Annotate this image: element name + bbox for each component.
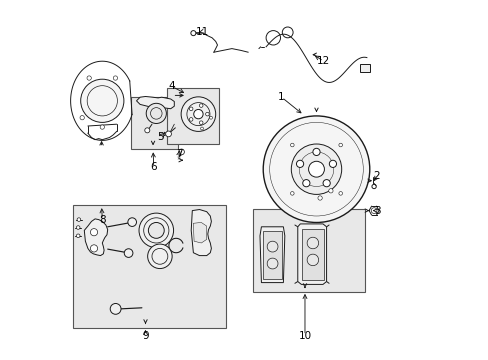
Circle shape xyxy=(147,244,172,269)
Circle shape xyxy=(76,234,80,238)
Polygon shape xyxy=(191,210,211,256)
Circle shape xyxy=(124,249,133,257)
Text: 10: 10 xyxy=(298,330,311,341)
Circle shape xyxy=(312,148,320,156)
Circle shape xyxy=(306,237,318,249)
Circle shape xyxy=(205,112,209,116)
Polygon shape xyxy=(193,222,206,243)
Circle shape xyxy=(181,97,215,131)
Circle shape xyxy=(338,192,342,195)
Circle shape xyxy=(266,241,277,252)
Polygon shape xyxy=(297,224,326,284)
Text: 2: 2 xyxy=(373,171,380,181)
Circle shape xyxy=(328,160,336,167)
Circle shape xyxy=(200,127,203,130)
Circle shape xyxy=(76,226,80,229)
Circle shape xyxy=(146,103,166,123)
Circle shape xyxy=(77,218,81,221)
Text: 5: 5 xyxy=(157,132,164,142)
Circle shape xyxy=(317,196,322,200)
Circle shape xyxy=(328,189,332,193)
Circle shape xyxy=(263,116,369,222)
Circle shape xyxy=(127,218,136,226)
Bar xyxy=(359,64,370,72)
Bar xyxy=(73,205,226,328)
Circle shape xyxy=(189,118,193,121)
Bar xyxy=(131,97,178,149)
Circle shape xyxy=(139,213,173,248)
Circle shape xyxy=(178,149,184,155)
Circle shape xyxy=(144,128,149,133)
Circle shape xyxy=(110,303,121,314)
Circle shape xyxy=(193,109,203,119)
Circle shape xyxy=(209,116,212,119)
Circle shape xyxy=(266,258,277,269)
Polygon shape xyxy=(302,229,323,280)
Circle shape xyxy=(90,245,98,252)
Polygon shape xyxy=(260,227,284,283)
Text: 12: 12 xyxy=(316,56,330,66)
Circle shape xyxy=(100,125,104,129)
Circle shape xyxy=(90,229,98,236)
Circle shape xyxy=(290,143,293,147)
Circle shape xyxy=(291,144,341,194)
Text: 4: 4 xyxy=(168,81,175,91)
Circle shape xyxy=(306,254,318,266)
Circle shape xyxy=(338,143,342,147)
Circle shape xyxy=(190,31,196,36)
Text: 3: 3 xyxy=(373,206,380,216)
Circle shape xyxy=(199,104,203,107)
Circle shape xyxy=(81,79,123,122)
Text: 7: 7 xyxy=(175,149,182,159)
Circle shape xyxy=(308,161,324,177)
Bar xyxy=(167,88,219,144)
Polygon shape xyxy=(262,231,282,279)
Circle shape xyxy=(323,180,329,187)
Bar xyxy=(253,209,365,292)
Circle shape xyxy=(189,107,193,111)
Text: 1: 1 xyxy=(278,92,285,102)
Text: 9: 9 xyxy=(142,330,148,341)
Polygon shape xyxy=(84,219,107,256)
Circle shape xyxy=(80,116,84,120)
Text: 11: 11 xyxy=(195,27,208,37)
Circle shape xyxy=(302,180,309,187)
Text: 8: 8 xyxy=(99,215,105,225)
Circle shape xyxy=(199,121,203,125)
Circle shape xyxy=(148,222,164,238)
Polygon shape xyxy=(136,96,174,109)
Text: 6: 6 xyxy=(150,162,157,172)
Circle shape xyxy=(296,160,303,167)
Circle shape xyxy=(113,76,117,80)
Circle shape xyxy=(87,76,91,80)
Circle shape xyxy=(165,131,171,137)
Circle shape xyxy=(290,192,293,195)
